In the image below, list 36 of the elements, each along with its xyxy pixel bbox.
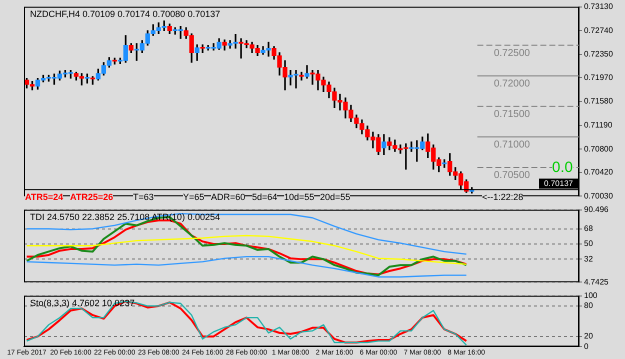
y-tick-label: 32 — [584, 254, 594, 264]
annotation: ADR=60 — [211, 192, 246, 202]
ref-line-label: 0.72500 — [494, 48, 530, 60]
y-tick-label: 0.70030 — [584, 191, 614, 200]
y-tick-label: 0.73130 — [584, 2, 614, 12]
annotation: Y=65 — [183, 192, 204, 202]
y-tick-label: 0.70800 — [584, 144, 614, 154]
y-tick-label: 0 — [584, 342, 589, 351]
annotation: 10d=55 — [284, 192, 314, 202]
y-tick-label: 0.71970 — [584, 72, 614, 82]
y-tick-label: 0.71580 — [584, 96, 614, 106]
annotation: 20d=55 — [320, 192, 350, 202]
y-tick-label: 100 — [584, 291, 598, 300]
annotation: T=63 — [133, 192, 154, 202]
ref-line-label: 0.70137 — [544, 178, 574, 188]
ref-line-label: 0.72000 — [494, 78, 530, 90]
y-tick-label: 20 — [584, 332, 594, 341]
y-tick-label: 68 — [584, 224, 594, 233]
ref-line-label: 0.71500 — [494, 109, 530, 120]
ref-line-label: 0.71000 — [494, 140, 530, 151]
y-tick-label: 0.72350 — [584, 50, 614, 59]
annotation: ATR5=24 — [25, 192, 64, 202]
chart-title: NZDCHF,H4 0.70109 0.70174 0.70080 0.70137 — [30, 9, 220, 19]
ref-line-label: 0.70500 — [494, 170, 530, 182]
annotation: 0.0 — [552, 159, 573, 176]
y-tick-label: 0.70420 — [584, 168, 614, 177]
annotation: 5d=64 — [252, 192, 278, 202]
annotation: ATR25=26 — [70, 192, 114, 202]
y-tick-label: 50 — [584, 239, 594, 248]
y-tick-label: 0.72740 — [584, 26, 614, 35]
annotation: <--1:22:28 — [482, 192, 524, 202]
y-tick-label: 4.7425 — [584, 277, 610, 286]
candlestick — [299, 72, 304, 80]
y-tick-label: 0.71190 — [584, 120, 613, 130]
y-tick-label: 80 — [584, 301, 594, 310]
y-tick-label: 90.496 — [584, 205, 610, 214]
